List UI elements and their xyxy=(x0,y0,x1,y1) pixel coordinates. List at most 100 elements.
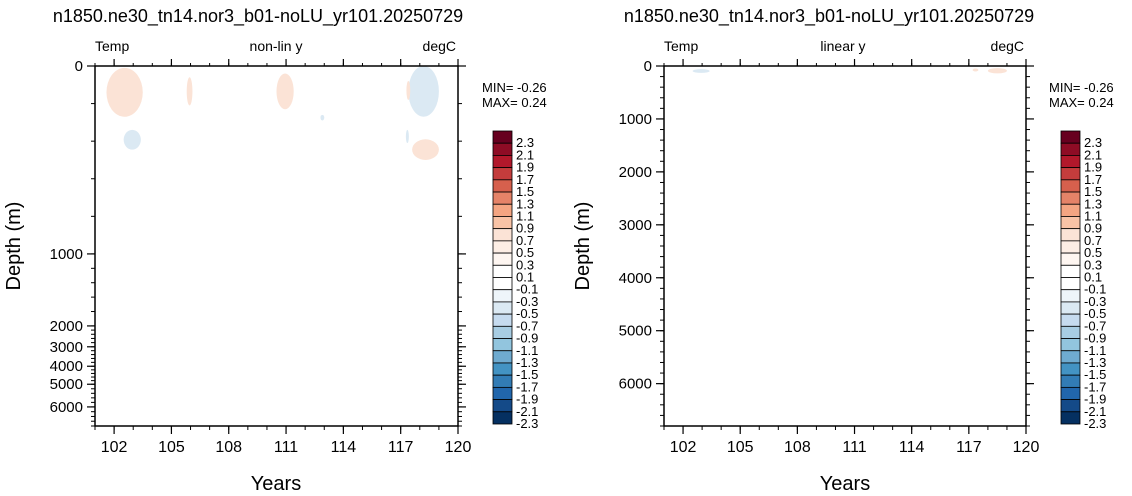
colorbar-label: 0.3 xyxy=(516,257,534,272)
y-tick-label: 3000 xyxy=(50,339,83,356)
colorbar-swatch xyxy=(492,289,513,303)
colorbar-swatch xyxy=(492,374,513,388)
variable-label: Temp xyxy=(664,38,698,54)
colorbar-label: -1.7 xyxy=(1084,379,1106,394)
colorbar-label: -1.3 xyxy=(1084,355,1106,370)
warm-anomaly-region xyxy=(276,73,294,110)
plot-area: 102 105 108 111 114 117 120 0 1000 2000 3000 4000 5… xyxy=(619,58,1040,456)
scale-label: linear y xyxy=(820,38,865,54)
y-tick-label: 5000 xyxy=(619,323,652,340)
colorbar-swatch xyxy=(492,301,513,315)
warm-anomaly-region xyxy=(186,77,193,106)
y-tick-label: 6000 xyxy=(50,399,83,416)
colorbar-swatch xyxy=(1060,301,1081,315)
warm-anomaly-region xyxy=(406,81,411,100)
max-label: MAX= 0.24 xyxy=(482,95,547,110)
colorbar: 2.32.11.91.71.51.31.10.90.70.50.30.1-0.1… xyxy=(492,130,538,431)
colorbar-swatch xyxy=(1060,386,1081,400)
panel-title: n1850.ne30_tn14.nor3_b01-noLU_yr101.2025… xyxy=(53,6,463,27)
colorbar-swatch xyxy=(492,252,513,266)
colorbar-label: -0.9 xyxy=(516,331,538,346)
warm-anomaly-region xyxy=(412,139,439,160)
colorbar-swatch xyxy=(1060,191,1081,205)
colorbar-swatch xyxy=(1060,240,1081,254)
colorbar-label: 1.9 xyxy=(516,160,534,175)
colorbar-swatch xyxy=(492,350,513,364)
colorbar-swatch xyxy=(492,325,513,339)
colorbar-label: 0.5 xyxy=(1084,245,1102,260)
cool-anomaly-region xyxy=(692,69,710,73)
colorbar-label: -1.3 xyxy=(516,355,538,370)
min-label: MIN= -0.26 xyxy=(1049,80,1114,95)
warm-anomaly-region xyxy=(987,68,1007,74)
colorbar-label: 0.9 xyxy=(516,221,534,236)
x-tick-label: 111 xyxy=(842,439,866,456)
units-label: degC xyxy=(423,38,456,54)
colorbar-swatch xyxy=(1060,216,1081,230)
colorbar-swatch xyxy=(1060,289,1081,303)
colorbar-label: 1.5 xyxy=(516,184,534,199)
colorbar-label: 2.1 xyxy=(1084,147,1102,162)
colorbar-label: -0.3 xyxy=(1084,294,1106,309)
colorbar-label: 0.1 xyxy=(516,270,534,285)
colorbar-label: 2.3 xyxy=(516,135,534,150)
colorbar-swatch xyxy=(1060,399,1081,413)
x-tick-label: 102 xyxy=(101,439,128,456)
x-tick-label: 105 xyxy=(727,439,754,456)
colorbar-label: -2.1 xyxy=(516,404,538,419)
colorbar-label: 2.1 xyxy=(516,147,534,162)
colorbar-label: 1.3 xyxy=(1084,196,1102,211)
colorbar-swatch xyxy=(492,203,513,217)
colorbar-swatch xyxy=(1060,252,1081,266)
colorbar-swatch xyxy=(492,386,513,400)
colorbar-label: 1.3 xyxy=(516,196,534,211)
colorbar-label: -0.1 xyxy=(516,282,538,297)
colorbar-label: 1.7 xyxy=(1084,172,1102,187)
x-tick-label: 117 xyxy=(388,439,414,456)
colorbar-label: -0.9 xyxy=(1084,331,1106,346)
colorbar-swatch xyxy=(492,362,513,376)
y-tick-label: 0 xyxy=(75,58,83,75)
colorbar-label: -2.3 xyxy=(516,416,538,431)
colorbar: 2.32.11.91.71.51.31.10.90.70.50.30.1-0.1… xyxy=(1060,130,1106,431)
y-tick-label: 4000 xyxy=(50,358,83,375)
warm-anomaly-region xyxy=(972,68,979,72)
colorbar-swatch xyxy=(492,142,513,156)
colorbar-swatch xyxy=(492,130,513,144)
colorbar-swatch xyxy=(492,191,513,205)
colorbar-label: -1.1 xyxy=(1084,343,1106,358)
variable-label: Temp xyxy=(95,38,129,54)
colorbar-swatch xyxy=(492,240,513,254)
colorbar-label: -0.7 xyxy=(516,318,538,333)
plot-background xyxy=(664,66,1026,426)
max-label: MAX= 0.24 xyxy=(1049,95,1114,110)
panel-title: n1850.ne30_tn14.nor3_b01-noLU_yr101.2025… xyxy=(624,6,1034,27)
colorbar-swatch xyxy=(492,338,513,352)
colorbar-swatch xyxy=(1060,313,1081,327)
x-axis-label: Years xyxy=(820,473,870,495)
colorbar-swatch xyxy=(492,399,513,413)
x-tick-label: 108 xyxy=(215,439,242,456)
colorbar-label: -1.9 xyxy=(516,392,538,407)
x-tick-label: 120 xyxy=(1013,439,1040,456)
x-axis-ticks: 102 105 108 111 114 117 120 xyxy=(663,59,1040,456)
y-tick-label: 2000 xyxy=(50,318,83,335)
x-tick-label: 120 xyxy=(445,439,472,456)
colorbar-label: -1.5 xyxy=(1084,367,1106,382)
colorbar-label: 0.7 xyxy=(1084,233,1102,248)
colorbar-swatch xyxy=(492,216,513,230)
colorbar-swatch xyxy=(492,179,513,193)
contour-fills xyxy=(692,68,1007,74)
colorbar-swatch xyxy=(1060,228,1081,242)
colorbar-label: -1.9 xyxy=(1084,392,1106,407)
x-tick-label: 111 xyxy=(274,439,298,456)
colorbar-swatch xyxy=(492,264,513,278)
y-tick-label: 0 xyxy=(644,58,652,75)
colorbar-swatch xyxy=(1060,179,1081,193)
y-tick-label: 5000 xyxy=(50,376,83,393)
colorbar-swatch xyxy=(1060,142,1081,156)
colorbar-label: 0.3 xyxy=(1084,257,1102,272)
